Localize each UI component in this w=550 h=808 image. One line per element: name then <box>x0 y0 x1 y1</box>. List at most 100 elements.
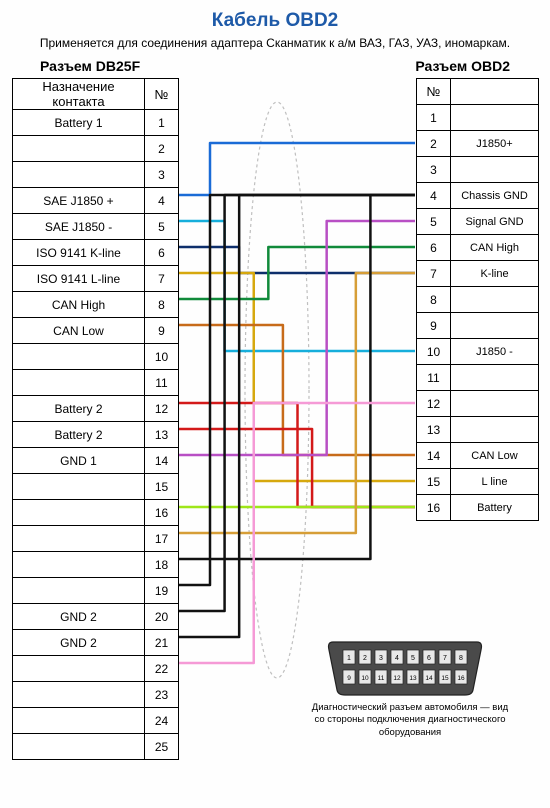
table-row: 15 <box>13 474 179 500</box>
table-row: ISO 9141 K-line6 <box>13 240 179 266</box>
right-col-name-header <box>451 79 539 105</box>
table-row: 4Chassis GND <box>417 183 539 209</box>
pin-number: 7 <box>145 266 179 292</box>
table-row: 12 <box>417 391 539 417</box>
wire <box>179 403 415 663</box>
pin-name <box>13 474 145 500</box>
table-row: 6CAN High <box>417 235 539 261</box>
table-row: 11 <box>13 370 179 396</box>
table-row: 18 <box>13 552 179 578</box>
pin-name <box>13 552 145 578</box>
svg-text:9: 9 <box>347 675 351 682</box>
table-row: CAN Low9 <box>13 318 179 344</box>
pin-number: 22 <box>145 656 179 682</box>
pin-number: 6 <box>145 240 179 266</box>
table-row: ISO 9141 L-line7 <box>13 266 179 292</box>
pin-number: 3 <box>145 162 179 188</box>
pin-number: 5 <box>145 214 179 240</box>
svg-text:15: 15 <box>441 675 449 682</box>
table-row: 14CAN Low <box>417 443 539 469</box>
table-row: 25 <box>13 734 179 760</box>
svg-text:14: 14 <box>425 675 433 682</box>
pin-number: 2 <box>145 136 179 162</box>
table-row: Battery 213 <box>13 422 179 448</box>
pin-name <box>451 417 539 443</box>
table-row: 1 <box>417 105 539 131</box>
pin-number: 12 <box>417 391 451 417</box>
pin-number: 3 <box>417 157 451 183</box>
svg-text:3: 3 <box>379 655 383 662</box>
pin-name: Signal GND <box>451 209 539 235</box>
pin-name: Battery 2 <box>13 396 145 422</box>
pin-name: SAE J1850 + <box>13 188 145 214</box>
table-row: 2 <box>13 136 179 162</box>
pin-name <box>13 370 145 396</box>
svg-text:7: 7 <box>443 655 447 662</box>
table-row: 15L line <box>417 469 539 495</box>
table-row: 9 <box>417 313 539 339</box>
pin-name <box>13 708 145 734</box>
table-row: 2J1850+ <box>417 131 539 157</box>
svg-text:4: 4 <box>395 655 399 662</box>
pin-number: 9 <box>417 313 451 339</box>
pin-number: 10 <box>145 344 179 370</box>
pin-name <box>451 313 539 339</box>
pin-name: GND 2 <box>13 630 145 656</box>
pin-number: 7 <box>417 261 451 287</box>
pin-name: GND 1 <box>13 448 145 474</box>
right-table-header: Разъем OBD2 <box>415 58 510 74</box>
svg-text:16: 16 <box>457 675 465 682</box>
pin-number: 17 <box>145 526 179 552</box>
wire <box>179 143 415 195</box>
pin-number: 20 <box>145 604 179 630</box>
svg-text:11: 11 <box>378 675 385 682</box>
pin-number: 25 <box>145 734 179 760</box>
table-row: 24 <box>13 708 179 734</box>
svg-text:1: 1 <box>347 655 351 662</box>
wire <box>179 195 415 611</box>
pin-name <box>13 578 145 604</box>
pin-name: Battery 1 <box>13 110 145 136</box>
pin-name <box>451 287 539 313</box>
wire <box>179 221 415 455</box>
left-col-name-header: Назначение контакта <box>13 79 145 110</box>
table-row: 22 <box>13 656 179 682</box>
wire <box>179 325 415 455</box>
pin-name: Chassis GND <box>451 183 539 209</box>
right-pin-table: № 12J1850+34Chassis GND5Signal GND6CAN H… <box>416 78 539 521</box>
svg-text:2: 2 <box>363 655 367 662</box>
table-row: 10 <box>13 344 179 370</box>
pin-name: GND 2 <box>13 604 145 630</box>
page-subtitle: Применяется для соединения адаптера Скан… <box>0 32 550 58</box>
pin-number: 15 <box>145 474 179 500</box>
table-row: Battery 11 <box>13 110 179 136</box>
pin-name: K-line <box>451 261 539 287</box>
page-title: Кабель OBD2 <box>0 0 550 32</box>
table-row: 17 <box>13 526 179 552</box>
pin-name: J1850 - <box>451 339 539 365</box>
pin-name <box>13 344 145 370</box>
svg-text:5: 5 <box>411 655 415 662</box>
table-row: 11 <box>417 365 539 391</box>
table-row: 3 <box>13 162 179 188</box>
svg-text:12: 12 <box>393 675 401 682</box>
table-row: SAE J1850 +4 <box>13 188 179 214</box>
pin-number: 16 <box>145 500 179 526</box>
pin-name: ISO 9141 K-line <box>13 240 145 266</box>
table-row: 23 <box>13 682 179 708</box>
pin-number: 13 <box>417 417 451 443</box>
wire <box>179 403 415 507</box>
svg-text:13: 13 <box>409 675 417 682</box>
pin-name: CAN Low <box>451 443 539 469</box>
pin-number: 19 <box>145 578 179 604</box>
pin-number: 14 <box>417 443 451 469</box>
wire <box>179 273 415 481</box>
pin-number: 11 <box>145 370 179 396</box>
pin-name: SAE J1850 - <box>13 214 145 240</box>
wire <box>179 273 415 533</box>
right-col-num-header: № <box>417 79 451 105</box>
pin-number: 2 <box>417 131 451 157</box>
pin-number: 10 <box>417 339 451 365</box>
pin-name: Battery <box>451 495 539 521</box>
pin-number: 24 <box>145 708 179 734</box>
